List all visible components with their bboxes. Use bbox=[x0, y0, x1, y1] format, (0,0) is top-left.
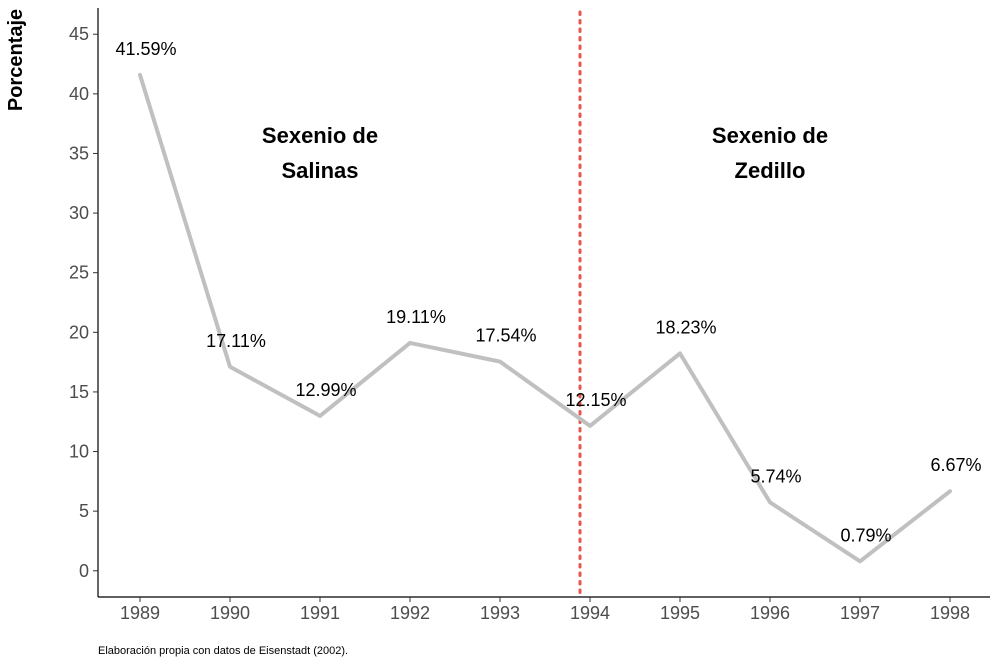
y-tick-label: 20 bbox=[69, 322, 89, 342]
series-line bbox=[138, 72, 952, 564]
data-labels-group: 41.59% 17.11% 12.99% 19.11% 17.54% 12.15% 18.2… bbox=[115, 39, 981, 545]
x-tick-label: 1989 bbox=[120, 603, 160, 623]
x-tick-label: 1992 bbox=[390, 603, 430, 623]
y-axis-ticks: 0 5 10 15 20 25 30 35 40 45 bbox=[69, 24, 98, 581]
period-annotation-line: Sexenio de bbox=[262, 123, 378, 148]
x-tick-label: 1998 bbox=[930, 603, 970, 623]
data-label: 12.15% bbox=[565, 390, 626, 410]
y-tick-label: 30 bbox=[69, 203, 89, 223]
y-tick-label: 0 bbox=[79, 561, 89, 581]
period-annotation-line: Salinas bbox=[281, 158, 358, 183]
data-label: 0.79% bbox=[840, 525, 891, 545]
x-axis-ticks: 1989 1990 1991 1992 1993 1994 1995 1996 1997 1998 bbox=[120, 597, 970, 623]
y-tick-label: 35 bbox=[69, 143, 89, 163]
y-tick-label: 25 bbox=[69, 263, 89, 283]
y-tick-label: 45 bbox=[69, 24, 89, 44]
data-label: 17.11% bbox=[206, 331, 266, 351]
data-label: 17.54% bbox=[475, 326, 536, 346]
y-tick-label: 15 bbox=[69, 382, 89, 402]
x-tick-label: 1993 bbox=[480, 603, 520, 623]
x-tick-label: 1996 bbox=[750, 603, 790, 623]
data-label: 19.11% bbox=[386, 307, 446, 327]
data-label: 5.74% bbox=[750, 466, 801, 486]
caption: Elaboración propia con datos de Eisensta… bbox=[98, 645, 349, 657]
x-tick-label: 1994 bbox=[570, 603, 610, 623]
x-tick-label: 1991 bbox=[300, 603, 340, 623]
x-tick-label: 1997 bbox=[840, 603, 880, 623]
data-label: 6.67% bbox=[930, 455, 981, 475]
y-tick-label: 10 bbox=[69, 442, 89, 462]
y-tick-label: 40 bbox=[69, 84, 89, 104]
y-axis-label: Porcentaje bbox=[5, 9, 27, 111]
data-label: 18.23% bbox=[655, 317, 716, 337]
x-tick-label: 1990 bbox=[210, 603, 250, 623]
y-tick-label: 5 bbox=[79, 501, 89, 521]
data-label: 12.99% bbox=[295, 380, 356, 400]
period-annotation-line: Zedillo bbox=[735, 158, 806, 183]
period-annotation: Sexenio de Salinas bbox=[262, 123, 378, 183]
axes bbox=[97, 8, 990, 598]
x-tick-label: 1995 bbox=[660, 603, 700, 623]
period-annotation-line: Sexenio de bbox=[712, 123, 828, 148]
annotations-group: Sexenio de Salinas Sexenio de Zedillo bbox=[262, 123, 828, 183]
period-annotation: Sexenio de Zedillo bbox=[712, 123, 828, 183]
data-label: 41.59% bbox=[115, 39, 176, 59]
series-group bbox=[138, 72, 952, 564]
